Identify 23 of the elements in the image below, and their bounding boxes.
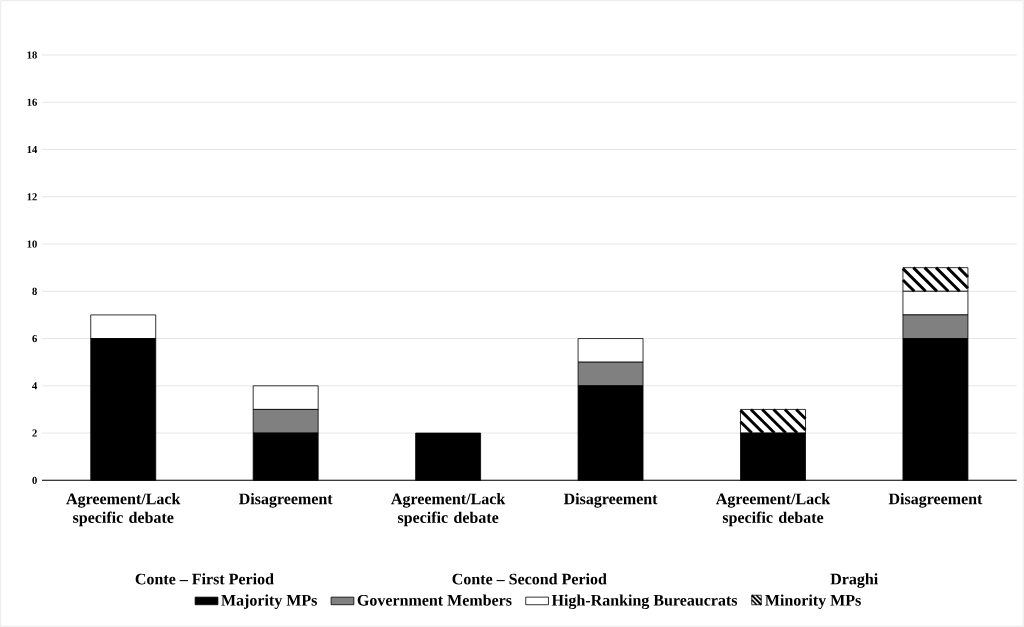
y-tick-label: 0 (32, 476, 37, 484)
y-tick-label: 6 (32, 334, 37, 343)
y-tick-label: 8 (32, 287, 37, 295)
y-tick-label: 2 (32, 429, 37, 437)
x-tick-label: Disagreement (239, 493, 333, 508)
text: Conte – First Period (135, 573, 274, 585)
legend-label: Minority MPs (765, 594, 861, 609)
x-tick-label: Disagreement (563, 493, 658, 508)
y-tick-label: 4 (32, 382, 38, 390)
legend-label: High-Ranking Bureaucrats (551, 594, 738, 610)
y-tick-label: 16 (27, 98, 37, 106)
legend-label: Majority MPs (221, 594, 317, 609)
text: Conte – Second Period (452, 573, 607, 585)
y-tick-label: 18 (27, 51, 37, 59)
y-tick-label: 12 (27, 193, 37, 201)
x-tick-label: Agreement/Lack specific debate (66, 493, 181, 527)
legend-label: Government Members (357, 594, 512, 606)
x-tick-label: Agreement/Lack specific debate (715, 493, 831, 527)
y-tick-label: 10 (27, 240, 37, 248)
x-tick-label: Agreement/Lack specific debate (391, 493, 506, 527)
y-tick-label: 14 (27, 145, 38, 154)
text: Draghi (830, 573, 878, 588)
x-tick-label: Disagreement (888, 493, 983, 508)
